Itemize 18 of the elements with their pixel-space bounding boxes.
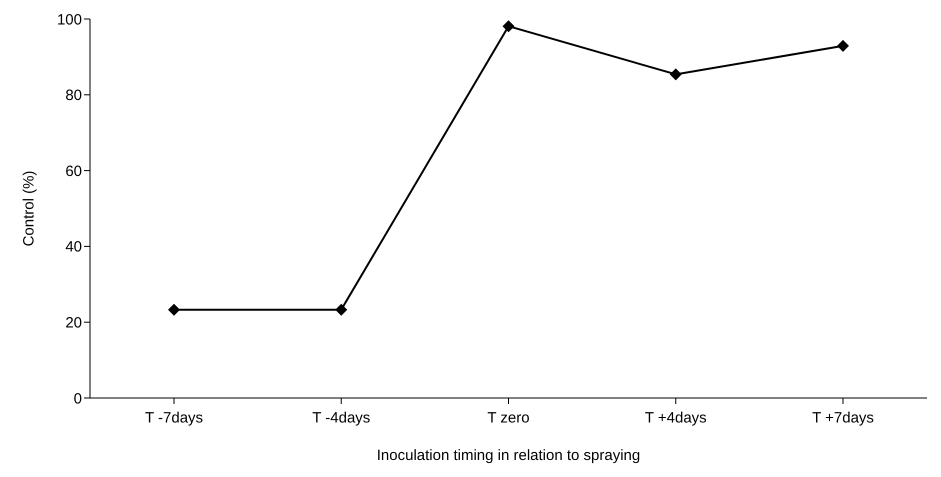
y-tick-label: 100 — [56, 11, 82, 28]
y-tick-label: 40 — [65, 238, 82, 256]
x-tick-label: T -4days — [312, 410, 370, 427]
x-tick-label: T zero — [487, 410, 530, 427]
y-tick-label: 80 — [65, 87, 82, 104]
point — [670, 68, 682, 80]
point — [837, 40, 849, 52]
y-tick-label: 60 — [65, 162, 82, 180]
point — [502, 20, 514, 32]
x-tick-label: T -7days — [144, 410, 204, 427]
point — [168, 304, 180, 316]
x-tick-label: T +7days — [812, 410, 874, 427]
y-tick-label: 20 — [65, 314, 82, 332]
y-tick-label: 0 — [74, 390, 82, 408]
x-axis-title: Inoculation timing in relation to spraying — [376, 447, 640, 464]
y-axis-title: Control (%) — [20, 170, 38, 246]
x-tick-label: T +4days — [644, 410, 707, 427]
point — [335, 304, 348, 316]
